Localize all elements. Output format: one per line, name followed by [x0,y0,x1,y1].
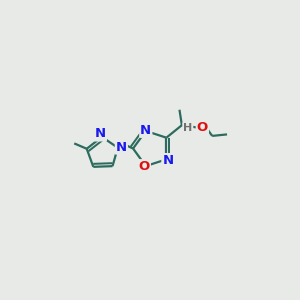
Text: N: N [116,141,127,154]
Text: N: N [162,154,173,167]
Text: O: O [139,160,150,173]
Text: O: O [197,121,208,134]
Text: N: N [140,124,152,137]
Text: H: H [183,123,192,133]
Text: N: N [95,128,106,140]
